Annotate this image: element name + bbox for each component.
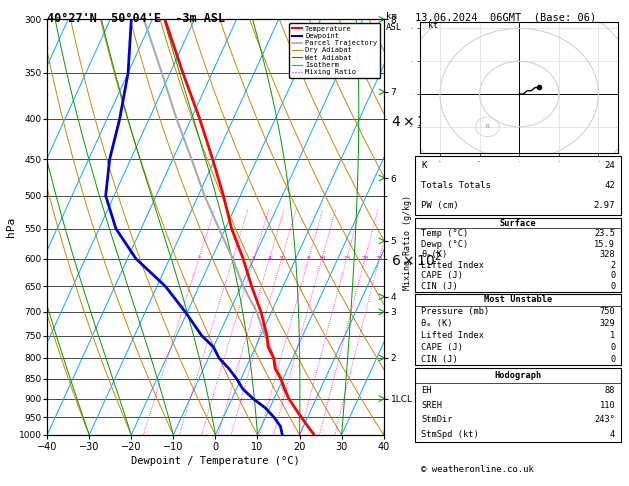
Text: km
ASL: km ASL <box>386 12 402 32</box>
Text: CAPE (J): CAPE (J) <box>421 271 464 280</box>
Y-axis label: hPa: hPa <box>6 217 16 237</box>
Text: 15: 15 <box>343 256 350 261</box>
Text: R: R <box>486 124 489 129</box>
Text: 110: 110 <box>599 400 615 410</box>
Text: 3: 3 <box>252 256 256 261</box>
Text: 5: 5 <box>280 256 284 261</box>
Text: θₑ (K): θₑ (K) <box>421 319 453 329</box>
Text: 0: 0 <box>610 343 615 352</box>
Text: 750: 750 <box>599 307 615 316</box>
Text: 4: 4 <box>267 256 271 261</box>
Text: Most Unstable: Most Unstable <box>484 295 552 305</box>
Text: 20: 20 <box>361 256 369 261</box>
Text: Pressure (mb): Pressure (mb) <box>421 307 489 316</box>
Text: 15.9: 15.9 <box>594 240 615 249</box>
Text: 8: 8 <box>307 256 311 261</box>
Text: 10: 10 <box>318 256 326 261</box>
Text: Dewp (°C): Dewp (°C) <box>421 240 469 249</box>
Text: kt: kt <box>428 21 438 31</box>
Text: SREH: SREH <box>421 400 442 410</box>
Text: StmDir: StmDir <box>421 416 453 424</box>
Text: Lifted Index: Lifted Index <box>421 260 484 270</box>
Text: 0: 0 <box>610 271 615 280</box>
Text: EH: EH <box>421 386 432 395</box>
Text: Mixing Ratio (g/kg): Mixing Ratio (g/kg) <box>403 195 412 291</box>
Text: 40°27'N  50°04'E  -3m ASL: 40°27'N 50°04'E -3m ASL <box>47 12 225 25</box>
Text: Surface: Surface <box>500 219 537 227</box>
Text: 24: 24 <box>604 161 615 171</box>
Text: 1: 1 <box>610 331 615 340</box>
Text: PW (cm): PW (cm) <box>421 201 459 210</box>
Text: 243°: 243° <box>594 416 615 424</box>
Text: 2.97: 2.97 <box>594 201 615 210</box>
Text: CIN (J): CIN (J) <box>421 355 458 364</box>
Text: 2: 2 <box>231 256 235 261</box>
Text: 13.06.2024  06GMT  (Base: 06): 13.06.2024 06GMT (Base: 06) <box>415 12 596 22</box>
Text: 25: 25 <box>376 256 383 261</box>
Text: 4: 4 <box>610 430 615 439</box>
Text: Totals Totals: Totals Totals <box>421 181 491 190</box>
Text: 328: 328 <box>599 250 615 259</box>
Text: StmSpd (kt): StmSpd (kt) <box>421 430 479 439</box>
Text: 0: 0 <box>610 282 615 291</box>
Text: 329: 329 <box>599 319 615 329</box>
Text: K: K <box>421 161 426 171</box>
Text: © weatheronline.co.uk: © weatheronline.co.uk <box>421 465 534 474</box>
Text: 2: 2 <box>610 260 615 270</box>
Text: CAPE (J): CAPE (J) <box>421 343 464 352</box>
Text: Hodograph: Hodograph <box>494 371 542 380</box>
Text: θₑ(K): θₑ(K) <box>421 250 448 259</box>
Text: Temp (°C): Temp (°C) <box>421 229 469 238</box>
Text: 42: 42 <box>604 181 615 190</box>
Text: Lifted Index: Lifted Index <box>421 331 484 340</box>
X-axis label: Dewpoint / Temperature (°C): Dewpoint / Temperature (°C) <box>131 456 300 466</box>
Text: 0: 0 <box>610 355 615 364</box>
Text: 1: 1 <box>197 256 201 261</box>
Text: CIN (J): CIN (J) <box>421 282 458 291</box>
Text: 23.5: 23.5 <box>594 229 615 238</box>
Legend: Temperature, Dewpoint, Parcel Trajectory, Dry Adiabat, Wet Adiabat, Isotherm, Mi: Temperature, Dewpoint, Parcel Trajectory… <box>289 23 380 78</box>
Text: 88: 88 <box>604 386 615 395</box>
